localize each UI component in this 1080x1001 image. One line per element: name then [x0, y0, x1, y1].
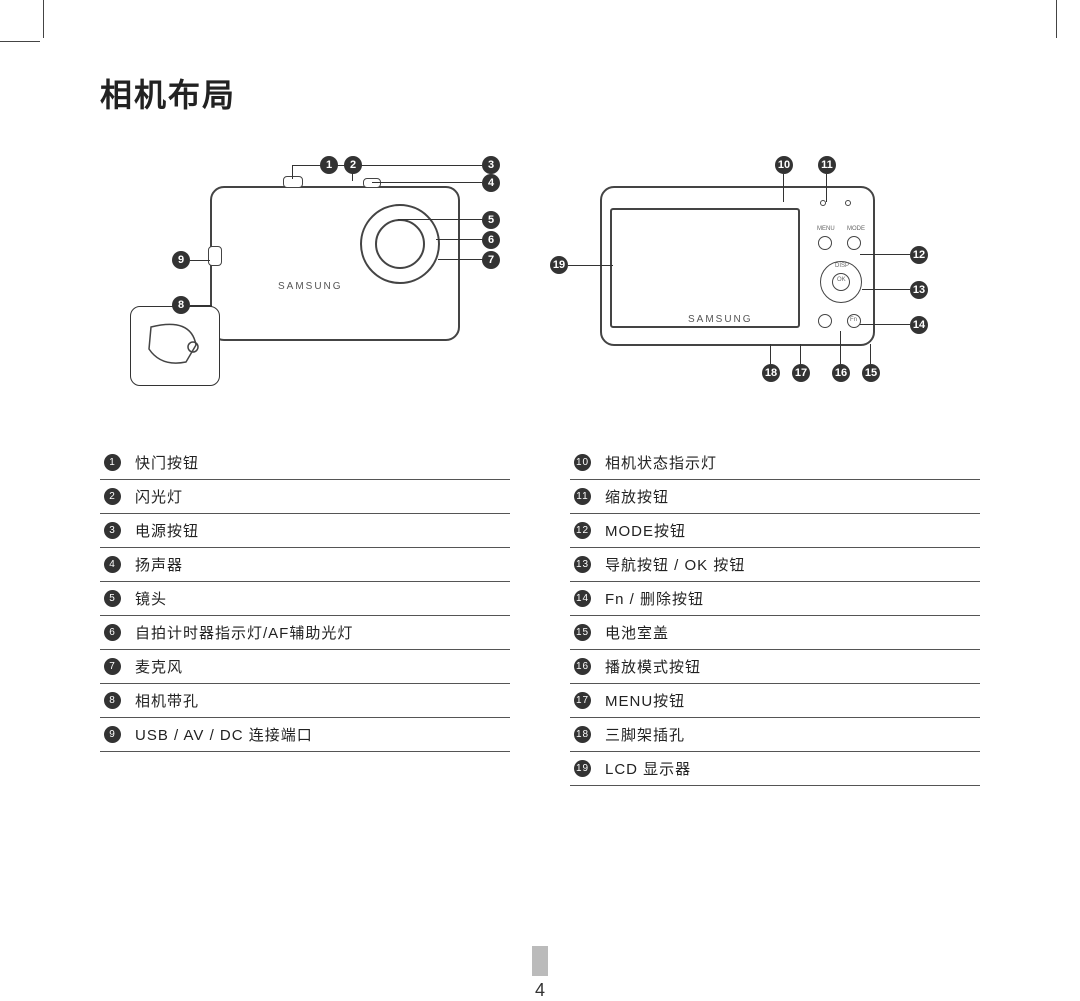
parts-list-left: 1 快门按钮 2 闪光灯 3 电源按钮 4 扬声器 5 镜头 6 自拍计时器指示灯/AF辅助光灯 7 麦克… [100, 446, 510, 786]
callout-18: 18 [762, 364, 780, 382]
parts-number: 2 [104, 488, 121, 505]
callout-6: 6 [482, 231, 500, 249]
parts-number: 3 [104, 522, 121, 539]
parts-label: 播放模式按钮 [605, 656, 701, 677]
parts-label: 相机状态指示灯 [605, 452, 717, 473]
callout-3: 3 [482, 156, 500, 174]
parts-list-right: 10 相机状态指示灯 11 缩放按钮 12 MODE按钮 13 导航按钮 / OK 按钮 14 F… [570, 446, 980, 786]
parts-row: 7 麦克风 [100, 650, 510, 684]
callout-7: 7 [482, 251, 500, 269]
parts-number: 12 [574, 522, 591, 539]
callout-17: 17 [792, 364, 810, 382]
parts-row: 18 三脚架插孔 [570, 718, 980, 752]
parts-row: 10 相机状态指示灯 [570, 446, 980, 480]
parts-lists: 1 快门按钮 2 闪光灯 3 电源按钮 4 扬声器 5 镜头 6 自拍计时器指示灯/AF辅助光灯 7 麦克… [100, 446, 980, 786]
parts-label: 电池室盖 [605, 622, 669, 643]
parts-label: 快门按钮 [135, 452, 199, 473]
parts-number: 6 [104, 624, 121, 641]
parts-number: 4 [104, 556, 121, 573]
parts-row: 5 镜头 [100, 582, 510, 616]
callout-2: 2 [344, 156, 362, 174]
parts-row: 2 闪光灯 [100, 480, 510, 514]
callout-13: 13 [910, 281, 928, 299]
parts-label: 镜头 [135, 588, 167, 609]
camera-front-diagram: SAMSUNG 123456798 [100, 156, 500, 396]
parts-label: MENU按钮 [605, 690, 685, 711]
parts-label: 闪光灯 [135, 486, 183, 507]
parts-number: 9 [104, 726, 121, 743]
parts-number: 19 [574, 760, 591, 777]
page-title: 相机布局 [100, 70, 980, 116]
page-number: 4 [535, 980, 545, 1001]
parts-label: MODE按钮 [605, 520, 686, 541]
parts-label: 相机带孔 [135, 690, 199, 711]
parts-row: 19 LCD 显示器 [570, 752, 980, 786]
parts-row: 15 电池室盖 [570, 616, 980, 650]
callout-8: 8 [172, 296, 190, 314]
callout-14: 14 [910, 316, 928, 334]
parts-row: 6 自拍计时器指示灯/AF辅助光灯 [100, 616, 510, 650]
parts-row: 8 相机带孔 [100, 684, 510, 718]
parts-label: LCD 显示器 [605, 758, 691, 779]
parts-number: 1 [104, 454, 121, 471]
parts-label: 麦克风 [135, 656, 183, 677]
parts-row: 17 MENU按钮 [570, 684, 980, 718]
parts-number: 8 [104, 692, 121, 709]
parts-row: 4 扬声器 [100, 548, 510, 582]
brand-text-front: SAMSUNG [278, 281, 343, 292]
parts-label: 缩放按钮 [605, 486, 669, 507]
port-inset [130, 306, 220, 386]
parts-number: 14 [574, 590, 591, 607]
callout-16: 16 [832, 364, 850, 382]
callout-15: 15 [862, 364, 880, 382]
callout-9: 9 [172, 251, 190, 269]
parts-label: Fn / 删除按钮 [605, 588, 704, 609]
brand-text-back: SAMSUNG [688, 314, 753, 325]
camera-back-diagram: SAMSUNG MENU MODE OK DISP Fn [550, 156, 950, 396]
parts-label: 导航按钮 / OK 按钮 [605, 554, 745, 575]
parts-row: 16 播放模式按钮 [570, 650, 980, 684]
manual-page: 相机布局 SAMSUNG [100, 70, 980, 786]
parts-number: 15 [574, 624, 591, 641]
diagrams-row: SAMSUNG 123456798 [100, 156, 980, 396]
parts-number: 18 [574, 726, 591, 743]
parts-label: 电源按钮 [135, 520, 199, 541]
parts-label: 三脚架插孔 [605, 724, 685, 745]
callout-4: 4 [482, 174, 500, 192]
parts-number: 7 [104, 658, 121, 675]
parts-row: 1 快门按钮 [100, 446, 510, 480]
parts-row: 9 USB / AV / DC 连接端口 [100, 718, 510, 752]
parts-number: 16 [574, 658, 591, 675]
callout-10: 10 [775, 156, 793, 174]
parts-row: 12 MODE按钮 [570, 514, 980, 548]
parts-number: 17 [574, 692, 591, 709]
parts-label: USB / AV / DC 连接端口 [135, 724, 313, 745]
callout-19: 19 [550, 256, 568, 274]
callout-1: 1 [320, 156, 338, 174]
parts-row: 14 Fn / 删除按钮 [570, 582, 980, 616]
lcd-screen [610, 208, 800, 328]
parts-row: 13 导航按钮 / OK 按钮 [570, 548, 980, 582]
parts-row: 11 缩放按钮 [570, 480, 980, 514]
parts-number: 10 [574, 454, 591, 471]
callout-5: 5 [482, 211, 500, 229]
parts-number: 5 [104, 590, 121, 607]
parts-label: 自拍计时器指示灯/AF辅助光灯 [135, 622, 353, 643]
callout-12: 12 [910, 246, 928, 264]
parts-row: 3 电源按钮 [100, 514, 510, 548]
callout-11: 11 [818, 156, 836, 174]
parts-number: 13 [574, 556, 591, 573]
parts-label: 扬声器 [135, 554, 183, 575]
parts-number: 11 [574, 488, 591, 505]
